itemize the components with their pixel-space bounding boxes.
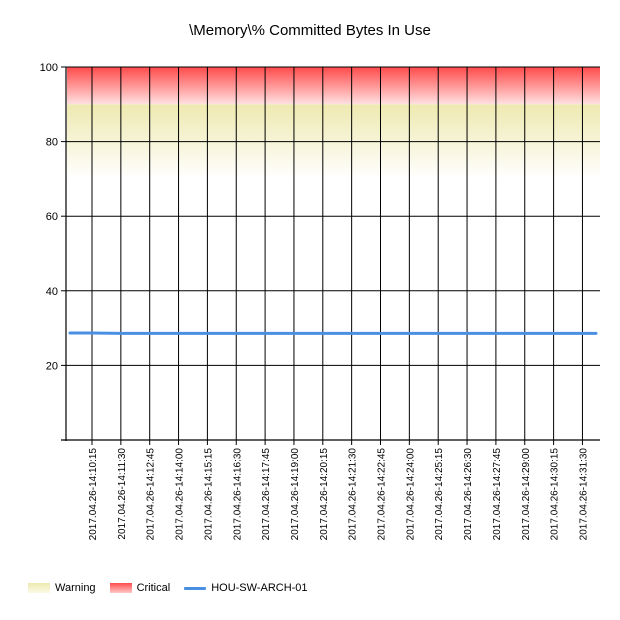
legend-item-warning: Warning	[28, 582, 96, 594]
x-tick-label: 2017.04.26-14:30:15	[550, 448, 561, 541]
warning-swatch	[28, 583, 50, 593]
legend-item-critical: Critical	[109, 582, 171, 594]
x-tick-label: 2017.04.26-14:27:45	[492, 448, 503, 541]
x-tick-label: 2017.04.26-14:12:45	[146, 448, 157, 541]
x-tick-label: 2017.04.26-14:15:15	[203, 448, 214, 541]
x-tick-label: 2017.04.26-14:20:15	[319, 448, 330, 541]
y-tick-label: 80	[46, 137, 58, 149]
legend: Warning Critical HOU-SW-ARCH-01	[28, 580, 322, 596]
y-tick-label: 100	[40, 62, 58, 74]
chart-title: \Memory\% Committed Bytes In Use	[189, 22, 431, 39]
x-tick-label: 2017.04.26-14:24:00	[405, 448, 416, 541]
y-tick-label: 40	[46, 286, 58, 298]
series-swatch	[184, 586, 207, 590]
x-tick-label: 2017.04.26-14:10:15	[88, 448, 99, 541]
band-critical	[67, 67, 600, 105]
y-tick-label: 60	[46, 211, 58, 223]
legend-series-label: HOU-SW-ARCH-01	[211, 582, 308, 594]
x-tick-label: 2017.04.26-14:22:45	[377, 448, 388, 541]
legend-critical-label: Critical	[136, 582, 171, 594]
x-tick-label: 2017.04.26-14:31:30	[578, 448, 589, 541]
legend-item-series: HOU-SW-ARCH-01	[184, 582, 308, 594]
legend-warning-label: Warning	[55, 582, 96, 594]
y-tick-label: 20	[46, 360, 58, 372]
x-tick-label: 2017.04.26-14:26:30	[463, 448, 474, 541]
x-tick-label: 2017.04.26-14:19:00	[290, 448, 301, 541]
critical-swatch	[109, 583, 132, 593]
x-tick-label: 2017.04.26-14:16:30	[232, 448, 243, 541]
x-tick-label: 2017.04.26-14:11:30	[117, 448, 128, 540]
x-tick-label: 2017.04.26-14:25:15	[434, 448, 445, 541]
x-tick-label: 2017.04.26-14:14:00	[175, 448, 186, 541]
x-tick-label: 2017.04.26-14:21:30	[348, 448, 359, 541]
x-tick-label: 2017.04.26-14:29:00	[521, 448, 532, 541]
x-tick-label: 2017.04.26-14:17:45	[261, 448, 272, 541]
